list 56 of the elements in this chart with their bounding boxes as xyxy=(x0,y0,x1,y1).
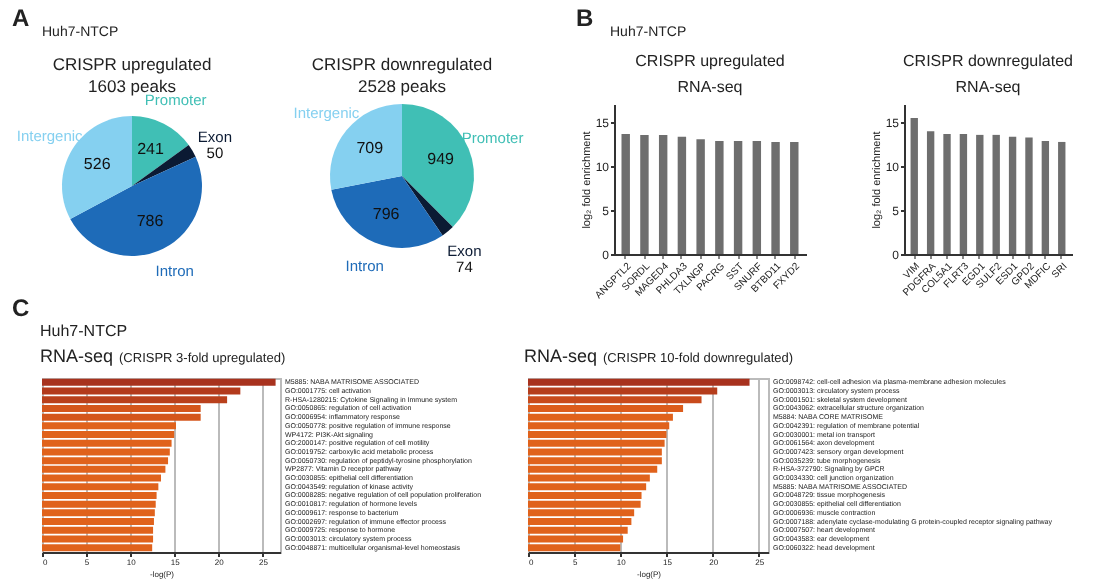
bar xyxy=(959,134,968,254)
data-label: 241 xyxy=(137,139,165,158)
data-label: 786 xyxy=(136,212,165,231)
bar xyxy=(42,483,159,491)
pie-slice xyxy=(402,176,453,236)
chart-subtitle: 2528 peaks xyxy=(358,76,446,96)
text: B xyxy=(576,4,594,32)
data-label: 949 xyxy=(427,150,456,169)
pie-slice xyxy=(70,156,202,256)
bar xyxy=(926,131,935,254)
chart-title: CRISPR upregulated xyxy=(52,54,212,74)
bar xyxy=(42,535,154,543)
chart-title: CRISPR downregulated xyxy=(311,54,493,74)
bar xyxy=(42,509,155,517)
bar xyxy=(943,134,951,254)
data-label: 796 xyxy=(372,204,401,223)
bar xyxy=(910,118,918,254)
bar xyxy=(42,413,201,421)
chart-title: RNA-seq xyxy=(40,346,114,366)
pie-slice xyxy=(331,176,443,248)
data-label: 709 xyxy=(356,139,385,158)
bar xyxy=(42,526,154,534)
bar xyxy=(528,378,750,386)
chart-title: CRISPR downregulated xyxy=(903,52,1073,70)
bar xyxy=(528,474,650,482)
bar xyxy=(528,387,718,395)
bar xyxy=(528,500,641,508)
bar xyxy=(528,422,670,430)
bar xyxy=(1008,136,1017,254)
text: C xyxy=(12,294,30,322)
bar xyxy=(528,535,624,543)
bar xyxy=(976,134,984,254)
chart-subtitle: RNA-seq xyxy=(677,78,743,96)
chart-title: CRISPR upregulated xyxy=(635,52,785,70)
bar xyxy=(42,474,161,482)
text: Huh7-NTCP xyxy=(40,322,128,340)
bar xyxy=(528,439,665,447)
bar xyxy=(1058,141,1066,254)
text: A xyxy=(12,4,30,32)
bar xyxy=(528,448,662,456)
data-label: 526 xyxy=(83,155,112,174)
chart-title: RNA-seq xyxy=(524,346,598,366)
pie-slice xyxy=(132,144,196,186)
bar xyxy=(42,500,156,508)
chart-subtitle: 1603 peaks xyxy=(88,76,176,96)
chart-subtitle: RNA-seq xyxy=(955,78,1021,96)
bar xyxy=(992,134,1000,254)
bar xyxy=(528,509,635,517)
bar xyxy=(42,439,172,447)
bar xyxy=(528,483,647,491)
pie-slice xyxy=(132,116,189,186)
bar xyxy=(528,396,702,404)
bar xyxy=(42,448,170,456)
bar xyxy=(1025,137,1033,254)
bar xyxy=(1041,141,1050,254)
bar xyxy=(528,526,628,534)
